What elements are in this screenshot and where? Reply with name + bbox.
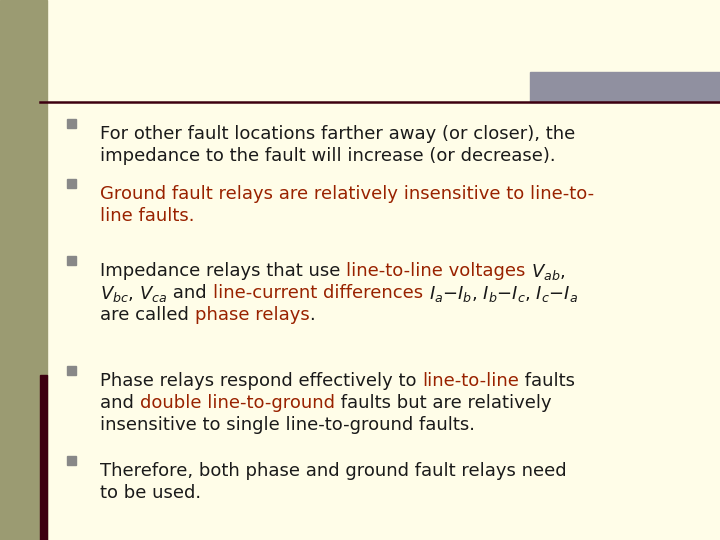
Text: to be used.: to be used.: [100, 484, 201, 502]
Text: Therefore, both phase and ground fault relays need: Therefore, both phase and ground fault r…: [100, 462, 567, 480]
Text: $V_{\mathit{ab}}$,: $V_{\mathit{ab}}$,: [531, 262, 566, 282]
Bar: [67, 119, 76, 128]
Bar: [67, 456, 76, 465]
Bar: [67, 366, 76, 375]
Text: are called: are called: [100, 306, 194, 324]
Text: and: and: [167, 284, 212, 302]
Bar: [67, 256, 76, 265]
Text: line-to-line: line-to-line: [422, 372, 519, 390]
Text: For other fault locations farther away (or closer), the: For other fault locations farther away (…: [100, 125, 575, 143]
Text: line-to-line voltages: line-to-line voltages: [346, 262, 531, 280]
Text: line-current differences: line-current differences: [212, 284, 428, 302]
Text: .: .: [310, 306, 315, 324]
Text: $V_{\mathit{bc}}$, $V_{\mathit{ca}}$: $V_{\mathit{bc}}$, $V_{\mathit{ca}}$: [100, 284, 167, 304]
Text: double line-to-ground: double line-to-ground: [140, 394, 335, 412]
Text: line faults.: line faults.: [100, 207, 194, 225]
Text: Phase relays respond effectively to: Phase relays respond effectively to: [100, 372, 422, 390]
Text: faults: faults: [519, 372, 575, 390]
Text: phase relays: phase relays: [194, 306, 310, 324]
Text: impedance to the fault will increase (or decrease).: impedance to the fault will increase (or…: [100, 147, 556, 165]
Bar: [0, 0, 47, 540]
Text: insensitive to single line-to-ground faults.: insensitive to single line-to-ground fau…: [100, 416, 475, 434]
Text: and: and: [100, 394, 140, 412]
Text: Ground fault relays are relatively insensitive to line-to-: Ground fault relays are relatively insen…: [100, 185, 594, 203]
Bar: [530, 72, 720, 102]
Bar: [40, 375, 47, 540]
Bar: [67, 179, 76, 188]
Text: faults but are relatively: faults but are relatively: [335, 394, 552, 412]
Text: Impedance relays that use: Impedance relays that use: [100, 262, 346, 280]
Text: $I_{\mathit{a}}{-}I_{\mathit{b}}$, $I_{\mathit{b}}{-}I_{\mathit{c}}$, $I_{\mathi: $I_{\mathit{a}}{-}I_{\mathit{b}}$, $I_{\…: [428, 284, 577, 304]
